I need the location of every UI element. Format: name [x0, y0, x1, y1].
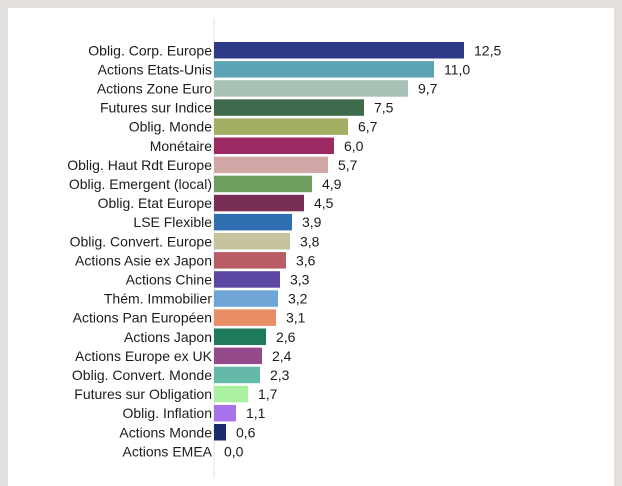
bar-row: Oblig. Convert. Europe 3,8	[70, 233, 320, 250]
bar-row: Oblig. Inflation 1,1	[123, 404, 266, 422]
bar-row: Thém. Immobilier 3,2	[104, 290, 308, 307]
value-label: 4,9	[322, 176, 342, 192]
category-label: Actions Japon	[124, 329, 212, 345]
bar	[214, 156, 328, 174]
value-label: 6,0	[344, 138, 364, 154]
category-label: Oblig. Etat Europe	[98, 195, 213, 211]
bar	[214, 424, 226, 441]
bar	[214, 61, 434, 78]
bar-row: Oblig. Monde 6,7	[129, 118, 378, 135]
bar-row: Oblig. Emergent (local) 4,9	[69, 175, 342, 193]
category-label: Actions Zone Euro	[97, 80, 212, 96]
bar	[214, 42, 464, 59]
category-label: Futures sur Obligation	[74, 386, 212, 402]
value-label: 1,7	[258, 386, 278, 402]
value-label: 2,3	[270, 367, 290, 383]
bar-row: Actions Etats-Unis 11,0	[98, 61, 470, 78]
category-label: Monétaire	[150, 138, 212, 154]
value-label: 11,0	[444, 61, 470, 77]
value-label: 3,9	[302, 214, 322, 230]
category-label: Actions EMEA	[123, 443, 213, 459]
value-label: 3,8	[300, 233, 320, 249]
bar	[214, 233, 290, 250]
bar	[214, 309, 276, 326]
bar	[214, 213, 292, 231]
bar-row: Actions Monde 0,6	[119, 424, 256, 441]
category-label: LSE Flexible	[133, 214, 212, 230]
bar	[214, 80, 408, 97]
value-label: 9,7	[418, 80, 438, 96]
value-label: 2,4	[272, 348, 292, 364]
value-label: 12,5	[474, 42, 501, 58]
value-label: 5,7	[338, 157, 358, 173]
category-label: Oblig. Convert. Monde	[72, 367, 212, 383]
value-label: 6,7	[358, 119, 378, 135]
value-label: 1,1	[246, 405, 266, 421]
value-label: 3,6	[296, 252, 316, 268]
category-label: Actions Asie ex Japon	[75, 252, 212, 268]
category-label: Oblig. Haut Rdt Europe	[67, 157, 212, 173]
bar	[214, 137, 334, 154]
category-label: Actions Chine	[126, 271, 213, 287]
value-label: 0,6	[236, 424, 256, 440]
category-label: Oblig. Convert. Europe	[70, 233, 213, 249]
bar-row: Oblig. Convert. Monde 2,3	[72, 366, 290, 384]
bar	[214, 290, 278, 307]
bar	[214, 194, 304, 212]
bar-row: Futures sur Obligation 1,7	[74, 385, 278, 403]
category-label: Futures sur Indice	[100, 100, 212, 116]
bar	[214, 175, 312, 193]
category-label: Actions Etats-Unis	[98, 61, 212, 77]
bar-row: Actions Japon 2,6	[124, 328, 296, 345]
bar	[214, 271, 280, 288]
category-label: Oblig. Corp. Europe	[88, 42, 212, 58]
value-label: 4,5	[314, 195, 334, 211]
bar	[214, 328, 266, 345]
bar-row: Actions Chine 3,3	[126, 271, 310, 288]
bar-row: Actions EMEA 0,0	[123, 443, 244, 459]
bar-row: Actions Zone Euro 9,7	[97, 80, 438, 97]
bar-row: Oblig. Haut Rdt Europe 5,7	[67, 156, 358, 174]
category-label: Oblig. Inflation	[123, 405, 213, 421]
value-label: 7,5	[374, 100, 394, 116]
bar-row: Monétaire 6,0	[150, 137, 364, 154]
value-label: 2,6	[276, 329, 296, 345]
bar	[214, 118, 348, 135]
value-label: 0,0	[224, 443, 244, 459]
bar-row: LSE Flexible 3,9	[133, 213, 322, 231]
bar	[214, 99, 364, 116]
bar-row: Actions Asie ex Japon 3,6	[75, 252, 316, 269]
bar-row: Oblig. Corp. Europe 12,5	[88, 42, 501, 59]
value-label: 3,2	[288, 291, 308, 307]
category-label: Actions Monde	[119, 424, 212, 440]
bar	[214, 366, 260, 384]
bar-row: Actions Europe ex UK 2,4	[75, 347, 292, 365]
chart-panel: Oblig. Corp. Europe 12,5 Actions Etats-Uni…	[8, 8, 614, 486]
bar	[214, 385, 248, 403]
category-label: Thém. Immobilier	[104, 291, 212, 307]
bar	[214, 347, 262, 365]
bar-row: Futures sur Indice 7,5	[100, 99, 394, 116]
category-label: Oblig. Emergent (local)	[69, 176, 212, 192]
category-label: Actions Pan Européen	[73, 310, 212, 326]
value-label: 3,3	[290, 271, 310, 287]
category-label: Actions Europe ex UK	[75, 348, 213, 364]
bar-row: Actions Pan Européen 3,1	[73, 309, 306, 326]
bar	[214, 404, 236, 422]
category-label: Oblig. Monde	[129, 119, 212, 135]
bar-row: Oblig. Etat Europe 4,5	[98, 194, 334, 212]
bar	[214, 252, 286, 269]
value-label: 3,1	[286, 310, 306, 326]
